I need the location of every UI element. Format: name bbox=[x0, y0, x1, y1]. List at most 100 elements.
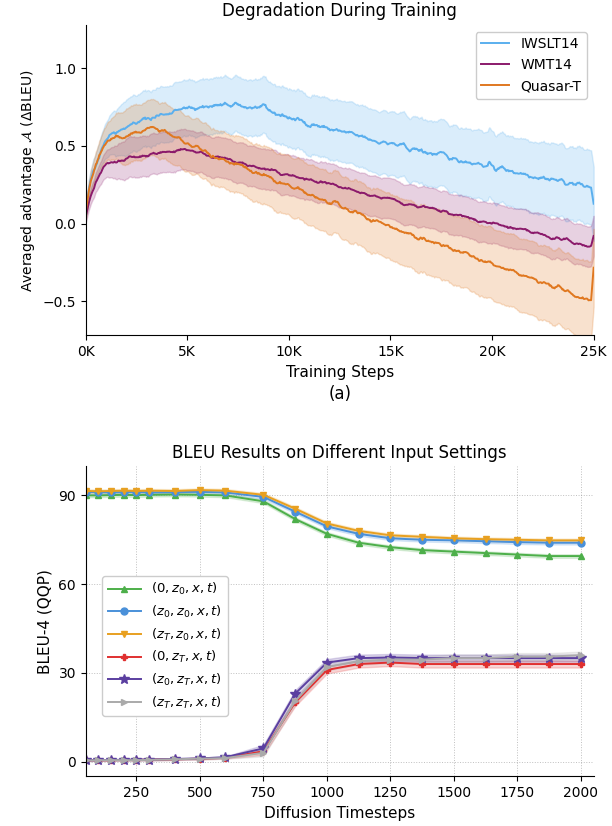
$(z_0, z_T, x, t)$ bbox=[108, 755, 115, 765]
$(0, z_T, x, t)$ bbox=[514, 659, 521, 669]
$(z_0, z_T, x, t)$ bbox=[196, 753, 204, 763]
Quasar-T bbox=[590, 263, 597, 273]
$(z_0, z_T, x, t)$ bbox=[514, 653, 521, 663]
$(z_T, z_0, x, t)$ bbox=[120, 486, 127, 496]
$(0, z_0, x, t)$ bbox=[291, 514, 299, 524]
$(z_T, z_0, x, t)$ bbox=[82, 486, 89, 496]
Y-axis label: BLEU-4 (QQP): BLEU-4 (QQP) bbox=[38, 568, 53, 673]
$(0, z_T, x, t)$ bbox=[323, 665, 330, 675]
$(z_0, z_0, x, t)$ bbox=[171, 487, 178, 497]
$(z_T, z_0, x, t)$ bbox=[450, 534, 458, 544]
$(z_0, z_0, x, t)$ bbox=[545, 538, 553, 548]
$(z_T, z_T, x, t)$ bbox=[146, 755, 153, 765]
$(z_0, z_T, x, t)$ bbox=[260, 743, 267, 753]
$(z_0, z_T, x, t)$ bbox=[95, 755, 102, 765]
$(z_T, z_T, x, t)$ bbox=[577, 650, 584, 660]
$(0, z_T, x, t)$ bbox=[260, 747, 267, 757]
Quasar-T bbox=[214, 153, 221, 163]
$(z_T, z_0, x, t)$ bbox=[355, 526, 362, 536]
$(z_T, z_0, x, t)$ bbox=[260, 490, 267, 500]
$(z_0, z_0, x, t)$ bbox=[355, 529, 362, 539]
$(z_T, z_T, x, t)$ bbox=[545, 652, 553, 662]
$(z_0, z_T, x, t)$ bbox=[577, 653, 584, 663]
Line: IWSLT14: IWSLT14 bbox=[86, 102, 594, 211]
$(0, z_T, x, t)$ bbox=[291, 697, 299, 707]
WMT14 bbox=[590, 231, 597, 241]
Y-axis label: Averaged advantage $\mathcal{A}$ ($\Delta$BLEU): Averaged advantage $\mathcal{A}$ ($\Delt… bbox=[19, 69, 37, 292]
$(z_0, z_0, x, t)$ bbox=[82, 487, 89, 496]
$(0, z_0, x, t)$ bbox=[355, 538, 362, 548]
$(z_T, z_0, x, t)$ bbox=[514, 534, 521, 544]
Line: $(z_T, z_0, x, t)$: $(z_T, z_0, x, t)$ bbox=[82, 487, 584, 544]
$(z_T, z_0, x, t)$ bbox=[95, 487, 102, 496]
Quasar-T bbox=[585, 296, 592, 306]
$(z_0, z_0, x, t)$ bbox=[450, 535, 458, 545]
$(0, z_T, x, t)$ bbox=[450, 659, 458, 669]
$(0, z_0, x, t)$ bbox=[482, 548, 490, 558]
Quasar-T bbox=[313, 192, 320, 202]
$(z_T, z_T, x, t)$ bbox=[450, 653, 458, 663]
$(z_T, z_0, x, t)$ bbox=[171, 486, 178, 496]
WMT14 bbox=[313, 177, 320, 187]
Line: $(z_T, z_T, x, t)$: $(z_T, z_T, x, t)$ bbox=[83, 653, 584, 763]
X-axis label: Training Steps: Training Steps bbox=[286, 364, 394, 380]
Line: $(0, z_0, x, t)$: $(0, z_0, x, t)$ bbox=[82, 491, 584, 559]
$(0, z_0, x, t)$ bbox=[108, 490, 115, 500]
X-axis label: Diffusion Timesteps: Diffusion Timesteps bbox=[264, 805, 416, 821]
$(z_T, z_0, x, t)$ bbox=[545, 535, 553, 545]
$(z_0, z_0, x, t)$ bbox=[95, 487, 102, 497]
$(0, z_T, x, t)$ bbox=[108, 755, 115, 765]
$(0, z_0, x, t)$ bbox=[196, 490, 204, 500]
Text: (a): (a) bbox=[328, 385, 351, 403]
$(0, z_0, x, t)$ bbox=[171, 490, 178, 500]
$(z_T, z_T, x, t)$ bbox=[95, 755, 102, 765]
Title: Degradation During Training: Degradation During Training bbox=[222, 2, 457, 21]
WMT14 bbox=[181, 144, 188, 154]
$(z_T, z_0, x, t)$ bbox=[387, 530, 394, 540]
IWSLT14 bbox=[212, 100, 220, 110]
$(0, z_T, x, t)$ bbox=[222, 752, 229, 762]
$(0, z_T, x, t)$ bbox=[95, 755, 102, 765]
$(z_T, z_T, x, t)$ bbox=[355, 656, 362, 666]
$(0, z_T, x, t)$ bbox=[387, 657, 394, 667]
IWSLT14 bbox=[313, 120, 320, 130]
$(z_0, z_T, x, t)$ bbox=[355, 653, 362, 663]
$(0, z_T, x, t)$ bbox=[355, 659, 362, 669]
$(z_T, z_T, x, t)$ bbox=[260, 748, 267, 757]
$(z_T, z_0, x, t)$ bbox=[108, 486, 115, 496]
$(z_0, z_T, x, t)$ bbox=[482, 653, 490, 663]
Quasar-T bbox=[149, 122, 156, 132]
WMT14 bbox=[584, 242, 591, 252]
$(0, z_0, x, t)$ bbox=[577, 551, 584, 561]
WMT14 bbox=[82, 211, 89, 221]
$(z_T, z_T, x, t)$ bbox=[323, 662, 330, 672]
WMT14 bbox=[382, 192, 390, 202]
Line: WMT14: WMT14 bbox=[86, 149, 594, 247]
$(z_T, z_T, x, t)$ bbox=[108, 755, 115, 765]
$(0, z_T, x, t)$ bbox=[120, 755, 127, 765]
Line: $(0, z_T, x, t)$: $(0, z_T, x, t)$ bbox=[82, 659, 584, 764]
$(z_T, z_0, x, t)$ bbox=[482, 534, 490, 544]
$(z_0, z_T, x, t)$ bbox=[387, 653, 394, 662]
IWSLT14 bbox=[82, 206, 89, 216]
$(0, z_0, x, t)$ bbox=[387, 542, 394, 552]
$(0, z_0, x, t)$ bbox=[120, 490, 127, 500]
$(z_0, z_T, x, t)$ bbox=[146, 755, 153, 765]
$(z_0, z_T, x, t)$ bbox=[82, 755, 89, 765]
$(0, z_0, x, t)$ bbox=[222, 491, 229, 501]
IWSLT14 bbox=[422, 148, 430, 158]
$(0, z_0, x, t)$ bbox=[545, 551, 553, 561]
$(z_T, z_0, x, t)$ bbox=[291, 504, 299, 514]
$(0, z_0, x, t)$ bbox=[450, 547, 458, 557]
$(z_0, z_0, x, t)$ bbox=[514, 537, 521, 547]
IWSLT14 bbox=[590, 199, 597, 209]
WMT14 bbox=[465, 213, 472, 223]
$(z_T, z_0, x, t)$ bbox=[133, 486, 140, 496]
$(0, z_0, x, t)$ bbox=[260, 496, 267, 506]
$(z_0, z_T, x, t)$ bbox=[133, 755, 140, 765]
Quasar-T bbox=[82, 207, 89, 217]
$(z_T, z_0, x, t)$ bbox=[323, 519, 330, 529]
$(z_0, z_T, x, t)$ bbox=[120, 755, 127, 765]
Quasar-T bbox=[422, 235, 430, 245]
Line: $(z_0, z_T, x, t)$: $(z_0, z_T, x, t)$ bbox=[81, 653, 586, 765]
